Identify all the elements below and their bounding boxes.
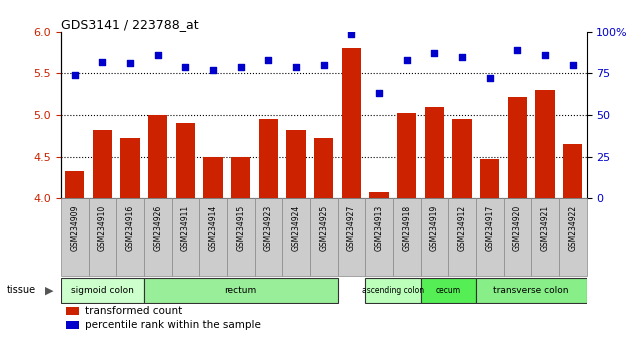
Text: GDS3141 / 223788_at: GDS3141 / 223788_at [61, 18, 199, 31]
Point [70, 72, 80, 78]
Text: GSM234911: GSM234911 [181, 205, 190, 251]
Bar [65, 171, 85, 198]
Point [512, 47, 522, 53]
Text: GSM234923: GSM234923 [264, 205, 273, 251]
Text: GSM234926: GSM234926 [153, 205, 162, 251]
Bar [172, 198, 199, 276]
Point [429, 51, 440, 56]
Bar [144, 198, 172, 276]
Point [540, 52, 550, 58]
Point [236, 64, 246, 70]
Bar [61, 278, 144, 303]
Text: GSM234921: GSM234921 [540, 205, 549, 251]
Text: GSM234910: GSM234910 [98, 205, 107, 251]
Text: GSM234914: GSM234914 [208, 205, 217, 251]
Point [567, 62, 578, 68]
Bar [259, 119, 278, 198]
Text: ascending colon: ascending colon [362, 286, 424, 295]
Bar [287, 130, 306, 198]
Bar [369, 193, 388, 198]
Text: GSM234927: GSM234927 [347, 205, 356, 251]
Bar [66, 307, 79, 315]
Bar [176, 123, 195, 198]
Bar [338, 198, 365, 276]
Bar [342, 48, 361, 198]
Bar [508, 97, 527, 198]
Bar [480, 159, 499, 198]
Text: percentile rank within the sample: percentile rank within the sample [85, 320, 260, 330]
Point [346, 31, 356, 36]
Bar [203, 156, 222, 198]
Bar [563, 144, 583, 198]
Bar [453, 119, 472, 198]
Bar [227, 198, 254, 276]
Text: tissue: tissue [6, 285, 35, 295]
Bar [504, 198, 531, 276]
Point [125, 61, 135, 66]
Bar [148, 115, 167, 198]
Point [153, 52, 163, 58]
Bar [420, 278, 476, 303]
Bar [420, 198, 448, 276]
Bar [425, 107, 444, 198]
Bar [314, 138, 333, 198]
Bar [199, 198, 227, 276]
Point [374, 91, 384, 96]
Point [401, 57, 412, 63]
Text: GSM234920: GSM234920 [513, 205, 522, 251]
Text: ▶: ▶ [45, 285, 53, 295]
Point [485, 76, 495, 81]
Text: GSM234915: GSM234915 [237, 205, 246, 251]
Text: GSM234916: GSM234916 [126, 205, 135, 251]
Bar [310, 198, 338, 276]
Bar [365, 278, 420, 303]
Point [319, 62, 329, 68]
Bar [282, 198, 310, 276]
Point [180, 64, 190, 70]
Bar [93, 130, 112, 198]
Bar [231, 156, 251, 198]
Bar [393, 198, 420, 276]
Bar [559, 198, 587, 276]
Bar [61, 198, 88, 276]
Text: GSM234912: GSM234912 [458, 205, 467, 251]
Point [97, 59, 108, 65]
Text: GSM234909: GSM234909 [71, 205, 79, 251]
Bar [531, 198, 559, 276]
Text: GSM234919: GSM234919 [430, 205, 439, 251]
Text: GSM234925: GSM234925 [319, 205, 328, 251]
Text: cecum: cecum [436, 286, 461, 295]
Bar [476, 278, 587, 303]
Bar [121, 138, 140, 198]
Bar [116, 198, 144, 276]
Bar [448, 198, 476, 276]
Bar [476, 198, 504, 276]
Point [208, 67, 218, 73]
Text: GSM234913: GSM234913 [374, 205, 383, 251]
Text: GSM234924: GSM234924 [292, 205, 301, 251]
Text: GSM234917: GSM234917 [485, 205, 494, 251]
Point [457, 54, 467, 59]
Bar [535, 90, 554, 198]
Text: transverse colon: transverse colon [494, 286, 569, 295]
Bar [144, 278, 338, 303]
Bar [365, 198, 393, 276]
Point [263, 57, 274, 63]
Bar [88, 198, 116, 276]
Bar [397, 113, 417, 198]
Bar [66, 321, 79, 329]
Text: transformed count: transformed count [85, 306, 182, 316]
Text: GSM234918: GSM234918 [402, 205, 411, 251]
Bar [254, 198, 282, 276]
Text: GSM234922: GSM234922 [568, 205, 577, 251]
Text: rectum: rectum [224, 286, 257, 295]
Point [291, 64, 301, 70]
Text: sigmoid colon: sigmoid colon [71, 286, 134, 295]
